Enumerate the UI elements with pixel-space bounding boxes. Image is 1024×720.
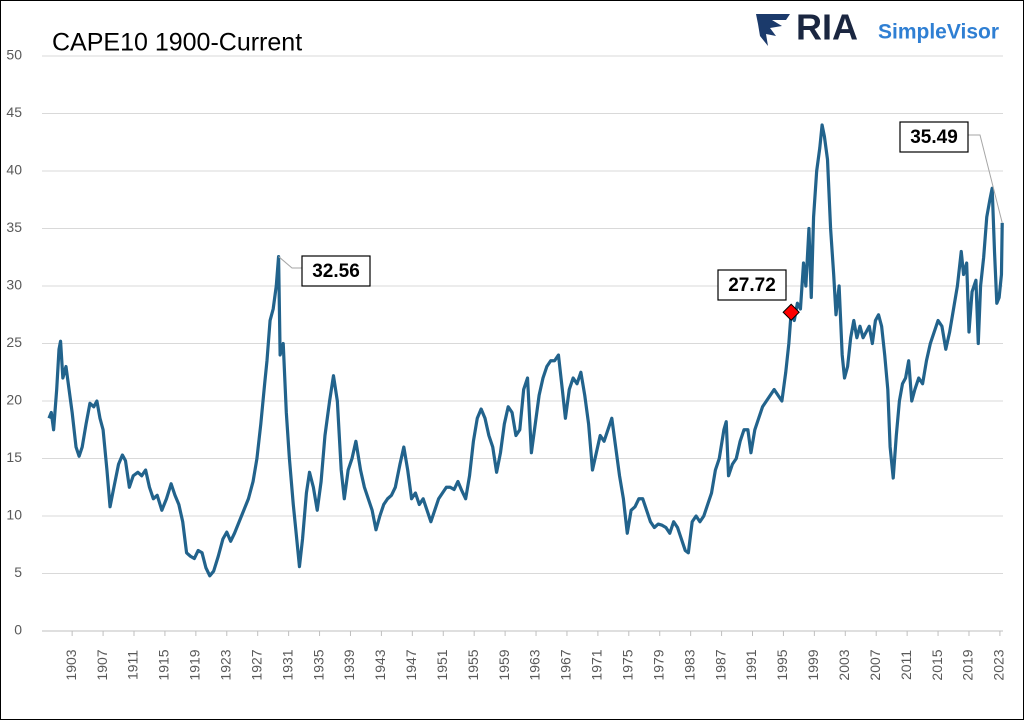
y-tick-label: 20 bbox=[6, 392, 22, 408]
x-tick-label: 1903 bbox=[63, 649, 79, 680]
x-tick-label: 1943 bbox=[372, 649, 388, 680]
y-tick-label: 10 bbox=[6, 507, 22, 523]
x-tick-label: 1935 bbox=[310, 649, 326, 680]
x-tick-label: 1979 bbox=[650, 649, 666, 680]
x-tick-label: 1927 bbox=[248, 649, 264, 680]
y-tick-label: 30 bbox=[6, 277, 22, 293]
x-tick-label: 2019 bbox=[960, 649, 976, 680]
y-tick-label: 45 bbox=[6, 104, 22, 120]
x-tick-label: 1955 bbox=[465, 649, 481, 680]
x-tick-label: 1963 bbox=[527, 649, 543, 680]
x-tick-label: 1951 bbox=[434, 649, 450, 680]
x-tick-label: 1999 bbox=[805, 649, 821, 680]
annotation-label: 32.56 bbox=[312, 261, 360, 282]
x-tick-label: 2015 bbox=[929, 649, 945, 680]
annotation-label: 27.72 bbox=[728, 275, 776, 296]
x-tick-label: 1967 bbox=[558, 649, 574, 680]
x-tick-label: 1907 bbox=[94, 649, 110, 680]
y-tick-label: 0 bbox=[14, 622, 22, 638]
annotation-box bbox=[899, 121, 969, 153]
logo-product: SimpleVisor bbox=[878, 21, 999, 44]
y-tick-label: 50 bbox=[6, 47, 22, 63]
x-tick-label: 1987 bbox=[712, 649, 728, 680]
logo: RIA SimpleVisor bbox=[756, 7, 999, 48]
series-line bbox=[47, 123, 1004, 578]
annotation-label: 35.49 bbox=[910, 127, 958, 148]
x-tick-label: 2023 bbox=[991, 649, 1007, 680]
x-tick-label: 1947 bbox=[403, 649, 419, 680]
y-tick-label: 5 bbox=[14, 564, 22, 580]
leader-line bbox=[278, 256, 302, 269]
y-tick-label: 35 bbox=[6, 219, 22, 235]
x-tick-label: 1975 bbox=[620, 649, 636, 680]
logo-eagle bbox=[756, 14, 790, 46]
x-tick-label: 2011 bbox=[898, 650, 914, 680]
x-tick-label: 1983 bbox=[681, 649, 697, 680]
annotation-marker bbox=[782, 303, 800, 321]
annotation-box bbox=[301, 255, 371, 287]
x-tick-label: 1919 bbox=[187, 649, 203, 680]
logo-brand: RIA bbox=[796, 7, 858, 48]
annotation-box bbox=[717, 269, 787, 301]
x-tick-label: 1959 bbox=[496, 649, 512, 680]
x-tick-label: 2007 bbox=[867, 649, 883, 680]
leader-line bbox=[968, 134, 1003, 223]
x-tick-label: 1931 bbox=[279, 649, 295, 680]
x-tick-label: 1939 bbox=[341, 649, 357, 680]
x-tick-label: 2003 bbox=[836, 649, 852, 680]
y-tick-label: 15 bbox=[6, 449, 22, 465]
x-tick-label: 1991 bbox=[743, 649, 759, 680]
x-tick-label: 1911 bbox=[125, 650, 141, 680]
chart-title: CAPE10 1900-Current bbox=[52, 29, 302, 57]
x-tick-label: 1915 bbox=[156, 649, 172, 680]
x-tick-label: 1971 bbox=[589, 649, 605, 680]
x-tick-label: 1923 bbox=[217, 649, 233, 680]
y-tick-label: 40 bbox=[6, 162, 22, 178]
x-tick-label: 1995 bbox=[774, 649, 790, 680]
y-tick-label: 25 bbox=[6, 334, 22, 350]
